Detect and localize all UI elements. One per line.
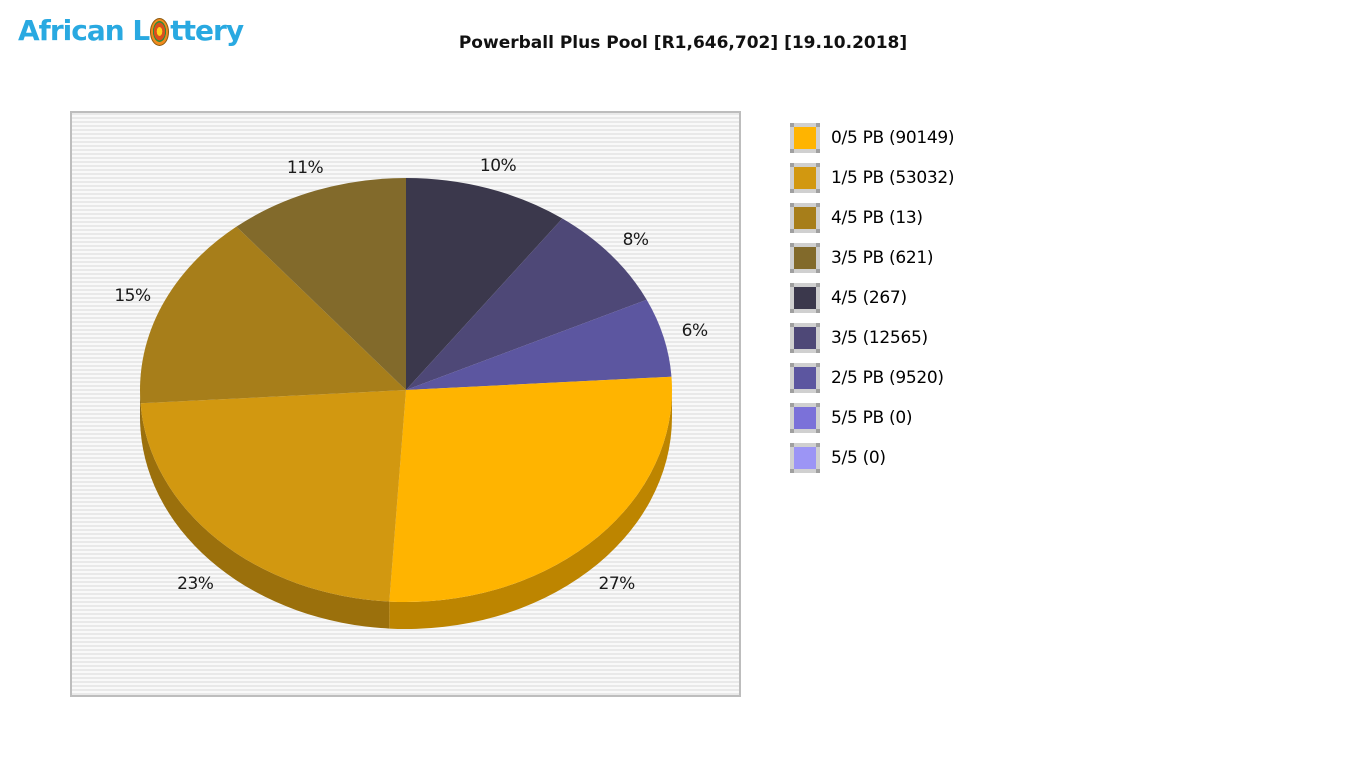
pie-slice <box>406 218 647 390</box>
legend-swatch <box>790 163 820 193</box>
legend-label: 4/5 PB (13) <box>831 208 923 228</box>
logo-text-left: African L <box>18 14 150 47</box>
logo[interactable]: African L ttery <box>18 12 244 50</box>
pie-percent-label: 11% <box>286 157 324 178</box>
legend-swatch-color <box>794 287 816 309</box>
chart-panel: 10% 8% 6% 27% 23% 15% 11% <box>70 111 741 697</box>
legend-swatch <box>790 203 820 233</box>
pie-slice <box>389 376 672 602</box>
lottery-ball-icon <box>150 18 170 46</box>
legend-swatch-color <box>794 127 816 149</box>
pie-percent-label: 23% <box>177 573 214 594</box>
legend-swatch-color <box>794 207 816 229</box>
legend-swatch-color <box>794 407 816 429</box>
legend-label: 5/5 PB (0) <box>831 408 913 428</box>
legend-label: 5/5 (0) <box>831 448 886 468</box>
pie-percent-label: 27% <box>598 573 636 594</box>
pie-slice <box>140 390 141 431</box>
chart-title: Powerball Plus Pool [R1,646,702] [19.10.… <box>458 33 908 53</box>
pie-percent-label: 15% <box>114 286 151 307</box>
pie-slice <box>140 390 406 602</box>
pie-percent-label: 10% <box>479 155 517 176</box>
pie-slice <box>406 299 672 390</box>
legend-swatch-color <box>794 247 816 269</box>
pie-percent-label: 6% <box>681 321 708 342</box>
legend-label: 0/5 PB (90149) <box>831 128 955 148</box>
legend-label: 4/5 (267) <box>831 288 907 308</box>
legend-item: 4/5 (267) <box>790 283 954 313</box>
legend-swatch <box>790 123 820 153</box>
legend: 0/5 PB (90149) 1/5 PB (53032) 4/5 PB (13) 3… <box>790 123 955 473</box>
legend-label: 3/5 (12565) <box>831 328 928 348</box>
legend-item: 0/5 PB (90149) <box>790 123 955 153</box>
legend-label: 2/5 PB (9520) <box>831 368 944 388</box>
legend-label: 3/5 PB (621) <box>831 248 934 268</box>
pie-slice <box>236 178 406 390</box>
legend-swatch <box>790 283 820 313</box>
legend-swatch-color <box>794 447 816 469</box>
legend-swatch <box>790 443 820 473</box>
legend-swatch <box>790 323 820 353</box>
legend-item: 3/5 (12565) <box>790 323 954 353</box>
pie-chart <box>140 178 672 629</box>
legend-swatch <box>790 363 820 393</box>
legend-item: 2/5 PB (9520) <box>790 363 954 393</box>
legend-item: 5/5 (0) <box>790 443 954 473</box>
pie-slice <box>406 178 563 390</box>
legend-swatch <box>790 243 820 273</box>
legend-item: 3/5 PB (621) <box>790 243 954 273</box>
legend-item: 4/5 PB (13) <box>790 203 954 233</box>
legend-item: 1/5 PB (53032) <box>790 163 955 193</box>
pie-slice <box>389 390 672 629</box>
legend-item: 5/5 PB (0) <box>790 403 954 433</box>
pie-percent-label: 8% <box>622 229 649 250</box>
pie-slice <box>140 226 406 404</box>
legend-label: 1/5 PB (53032) <box>831 168 955 188</box>
legend-swatch <box>790 403 820 433</box>
logo-text-right: ttery <box>170 14 244 47</box>
legend-swatch-color <box>794 167 816 189</box>
legend-swatch-color <box>794 367 816 389</box>
pie-slice <box>140 403 390 629</box>
legend-swatch-color <box>794 327 816 349</box>
